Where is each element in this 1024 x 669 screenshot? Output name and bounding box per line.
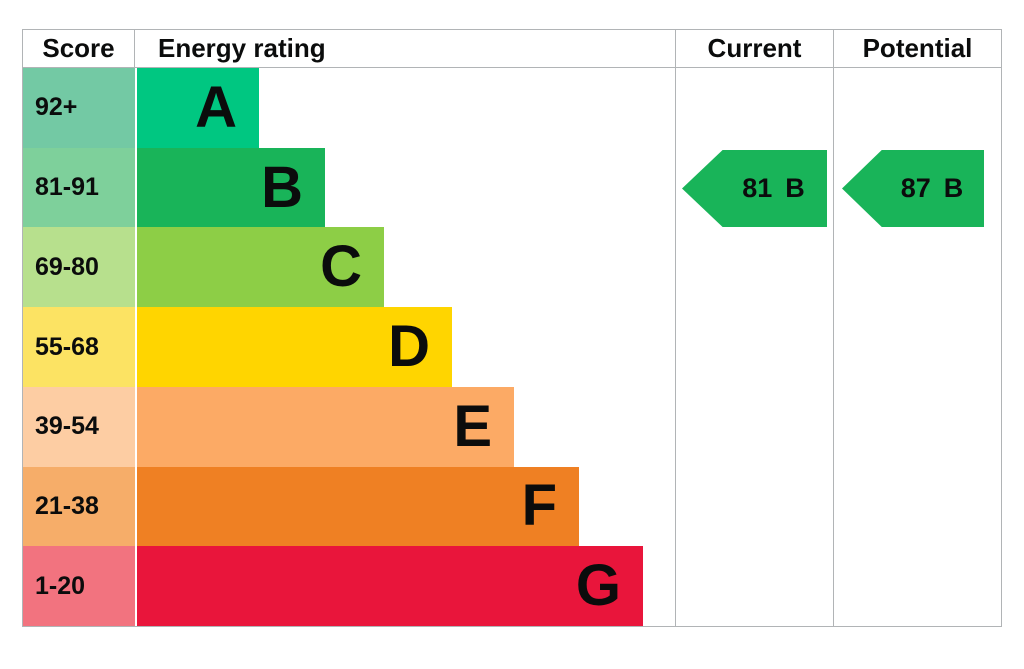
band-bar-f: F [137,466,579,547]
potential-column-header: Potential [862,33,973,63]
band-bar-b: B [137,147,325,228]
band-letter: D [388,314,430,380]
score-column-header: Score [23,30,135,67]
band-letter: C [320,234,362,300]
band-row-g: 1-20 G [23,546,675,627]
score-cell-e: 39-54 [23,386,135,467]
potential-column-divider [833,30,834,626]
potential-rating-arrow: 87 B [842,150,984,227]
score-range-label: 39-54 [35,412,99,441]
band-bar-g: G [137,546,643,627]
score-cell-d: 55-68 [23,307,135,387]
band-bar-a: A [137,68,259,148]
score-cell-c: 69-80 [23,227,135,308]
score-cell-f: 21-38 [23,466,135,547]
score-cell-a: 92+ [23,68,135,148]
band-letter: E [453,393,492,459]
current-column-header: Current [707,33,802,63]
band-row-a: 92+ A [23,68,675,148]
band-row-b: 81-91 B [23,147,675,228]
band-rows: 92+ A 81-91 B 69-80 C [23,68,675,627]
potential-score-value: 87 [900,173,931,203]
table-header: Score Energy rating Current Potential [23,30,1001,68]
band-letter: G [575,553,621,619]
score-range-label: 69-80 [35,252,99,281]
current-band-letter: B [785,173,805,203]
score-range-label: 92+ [35,93,78,122]
score-range-label: 81-91 [35,173,99,202]
band-bar-c: C [137,227,384,308]
band-letter: F [521,473,557,539]
potential-band-letter: B [943,173,964,203]
epc-energy-rating-chart: Score Energy rating Current Potential 92… [22,29,1002,627]
energy-rating-column-header: Energy rating [158,33,326,63]
band-bar-e: E [137,386,514,467]
score-range-label: 21-38 [35,491,99,520]
score-range-label: 1-20 [35,571,86,600]
current-column-divider [675,30,676,626]
score-cell-b: 81-91 [23,147,135,228]
band-letter: A [195,74,237,140]
band-bar-d: D [137,307,452,387]
score-cell-g: 1-20 [23,546,135,627]
band-row-e: 39-54 E [23,386,675,467]
band-row-d: 55-68 D [23,307,675,387]
current-rating-arrow: 81 B [682,150,827,227]
band-letter: B [261,154,303,220]
band-row-c: 69-80 C [23,227,675,308]
band-row-f: 21-38 F [23,466,675,547]
score-range-label: 55-68 [35,332,99,361]
current-score-value: 81 [742,173,773,203]
